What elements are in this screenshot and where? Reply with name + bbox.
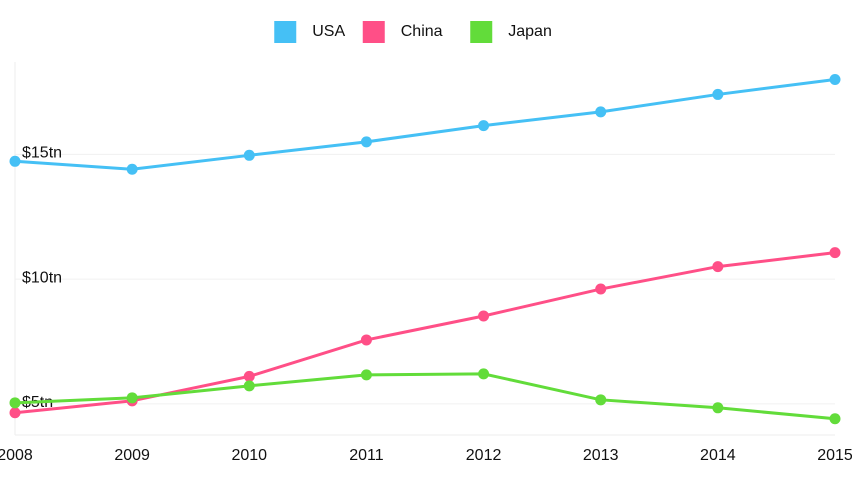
series-line [14, 372, 836, 421]
data-point [712, 88, 724, 100]
data-point [829, 413, 841, 425]
x-tick-label: 2010 [231, 447, 267, 464]
data-point [478, 368, 490, 380]
series-line [14, 251, 836, 415]
data-point [595, 283, 607, 295]
data-point [595, 106, 607, 118]
x-tick-label: 2013 [583, 447, 619, 464]
data-point [243, 380, 255, 392]
legend-label: USA [312, 23, 345, 40]
y-tick-label: $10tn [22, 269, 62, 286]
data-point [243, 149, 255, 161]
data-point [712, 261, 724, 273]
x-tick-label: 2009 [114, 447, 150, 464]
legend-label: Japan [508, 23, 552, 40]
data-point [126, 163, 138, 175]
series-line [14, 77, 836, 171]
data-point [360, 136, 372, 148]
data-point [126, 392, 138, 404]
data-point [478, 120, 490, 132]
data-point [478, 310, 490, 322]
legend-swatch [274, 21, 297, 43]
data-point [712, 402, 724, 414]
data-point [829, 73, 841, 85]
x-tick-label: 2008 [0, 447, 33, 464]
data-point [360, 334, 372, 346]
data-point [9, 407, 21, 419]
data-point [595, 394, 607, 406]
x-tick-label: 2011 [349, 447, 384, 464]
legend-swatch [470, 21, 493, 43]
x-tick-label: 2012 [466, 447, 502, 464]
data-point [829, 247, 841, 259]
data-point [9, 155, 21, 167]
legend-swatch [362, 21, 385, 43]
legend-label: China [401, 23, 443, 40]
x-tick-label: 2015 [817, 447, 852, 464]
y-tick-label: $15tn [22, 145, 62, 162]
data-point [9, 397, 21, 409]
data-point [360, 369, 372, 381]
data-point [243, 370, 255, 382]
x-tick-label: 2014 [700, 447, 736, 464]
